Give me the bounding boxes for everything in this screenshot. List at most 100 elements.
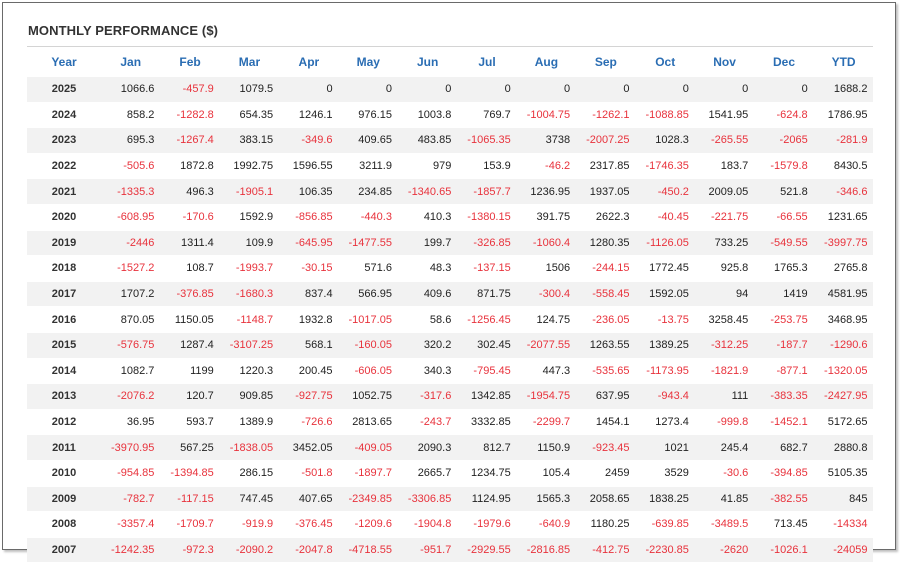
column-header-oct: Oct	[636, 48, 695, 77]
ytd-cell: 8430.5	[814, 153, 874, 179]
year-cell: 2017	[27, 281, 101, 307]
month-value-cell: -383.35	[754, 384, 813, 410]
month-value-cell: -1680.3	[220, 281, 279, 307]
month-value-cell: -2620	[695, 537, 754, 562]
month-value-cell: 106.35	[279, 179, 338, 205]
month-value-cell: 0	[457, 77, 516, 103]
month-value-cell: 571.6	[339, 256, 398, 282]
month-value-cell: -1821.9	[695, 358, 754, 384]
month-value-cell: -1004.75	[517, 102, 576, 128]
month-value-cell: 108.7	[160, 256, 219, 282]
month-value-cell: -221.75	[695, 204, 754, 230]
month-value-cell: -726.6	[279, 409, 338, 435]
year-cell: 2013	[27, 384, 101, 410]
year-cell: 2025	[27, 77, 101, 103]
year-cell: 2008	[27, 512, 101, 538]
month-value-cell: 3332.85	[457, 409, 516, 435]
month-value-cell: 1082.7	[101, 358, 160, 384]
month-value-cell: -535.65	[576, 358, 635, 384]
ytd-cell: -1320.05	[814, 358, 874, 384]
month-value-cell: 391.75	[517, 204, 576, 230]
month-value-cell: -326.85	[457, 230, 516, 256]
column-header-mar: Mar	[220, 48, 279, 77]
month-value-cell: -3970.95	[101, 435, 160, 461]
column-header-jun: Jun	[398, 48, 457, 77]
month-value-cell: -923.45	[576, 435, 635, 461]
month-value-cell: -954.85	[101, 460, 160, 486]
month-value-cell: -2047.8	[279, 537, 338, 562]
ytd-cell: 4581.95	[814, 281, 874, 307]
month-value-cell: 3211.9	[339, 153, 398, 179]
month-value-cell: -66.55	[754, 204, 813, 230]
ytd-cell: 1688.2	[814, 77, 874, 103]
panel-title: MONTHLY PERFORMANCE ($)	[28, 23, 218, 38]
column-header-sep: Sep	[576, 48, 635, 77]
month-value-cell: 637.95	[576, 384, 635, 410]
month-value-cell: 909.85	[220, 384, 279, 410]
column-header-ytd: YTD	[814, 48, 874, 77]
year-cell: 2015	[27, 332, 101, 358]
month-value-cell: -1262.1	[576, 102, 635, 128]
month-value-cell: 3738	[517, 128, 576, 154]
month-value-cell: -117.15	[160, 486, 219, 512]
month-value-cell: 2317.85	[576, 153, 635, 179]
month-value-cell: 1992.75	[220, 153, 279, 179]
month-value-cell: 593.7	[160, 409, 219, 435]
ytd-cell: -281.9	[814, 128, 874, 154]
ytd-cell: -1290.6	[814, 332, 874, 358]
month-value-cell: -795.45	[457, 358, 516, 384]
month-value-cell: -2077.55	[517, 332, 576, 358]
ytd-cell: 2765.8	[814, 256, 874, 282]
month-value-cell: -2065	[754, 128, 813, 154]
month-value-cell: -1267.4	[160, 128, 219, 154]
month-value-cell: 747.45	[220, 486, 279, 512]
month-value-cell: 2459	[576, 460, 635, 486]
month-value-cell: -30.6	[695, 460, 754, 486]
month-value-cell: 105.4	[517, 460, 576, 486]
title-divider	[27, 46, 873, 47]
month-value-cell: -170.6	[160, 204, 219, 230]
month-value-cell: 1311.4	[160, 230, 219, 256]
month-value-cell: 245.4	[695, 435, 754, 461]
month-value-cell: 94	[695, 281, 754, 307]
month-value-cell: -549.55	[754, 230, 813, 256]
month-value-cell: -2230.85	[636, 537, 695, 562]
month-value-cell: -505.6	[101, 153, 160, 179]
month-value-cell: -253.75	[754, 307, 813, 333]
month-value-cell: 1028.3	[636, 128, 695, 154]
month-value-cell: 1003.8	[398, 102, 457, 128]
month-value-cell: -1746.35	[636, 153, 695, 179]
month-value-cell: 109.9	[220, 230, 279, 256]
month-value-cell: -1026.1	[754, 537, 813, 562]
month-value-cell: -1148.7	[220, 307, 279, 333]
year-cell: 2014	[27, 358, 101, 384]
month-value-cell: 0	[636, 77, 695, 103]
month-value-cell: 1246.1	[279, 102, 338, 128]
month-value-cell: -3489.5	[695, 512, 754, 538]
month-value-cell: 483.85	[398, 128, 457, 154]
month-value-cell: -639.85	[636, 512, 695, 538]
month-value-cell: -160.05	[339, 332, 398, 358]
month-value-cell: -1857.7	[457, 179, 516, 205]
month-value-cell: 410.3	[398, 204, 457, 230]
month-value-cell: 2622.3	[576, 204, 635, 230]
month-value-cell: -382.55	[754, 486, 813, 512]
year-cell: 2018	[27, 256, 101, 282]
month-value-cell: -312.25	[695, 332, 754, 358]
month-value-cell: 1707.2	[101, 281, 160, 307]
year-cell: 2012	[27, 409, 101, 435]
month-value-cell: 383.15	[220, 128, 279, 154]
month-value-cell: 1287.4	[160, 332, 219, 358]
month-value-cell: 566.95	[339, 281, 398, 307]
month-value-cell: -244.15	[576, 256, 635, 282]
month-value-cell: 407.65	[279, 486, 338, 512]
column-header-dec: Dec	[754, 48, 813, 77]
